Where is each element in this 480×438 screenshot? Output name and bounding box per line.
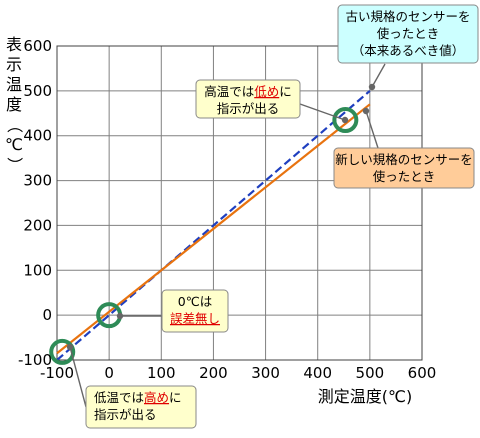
y-axis-label-char: ℃: [5, 135, 23, 154]
callout-arrow-head: [368, 83, 376, 91]
callout-arrow: [371, 63, 386, 88]
callout-arrow-head: [341, 116, 349, 124]
y-tick-label: 300: [23, 172, 52, 190]
highlight-circle: [332, 107, 359, 134]
y-tick-label: 0: [42, 306, 52, 324]
callout-text: 高温では低めに: [204, 84, 292, 99]
y-axis-label-char: 示: [6, 55, 22, 74]
callout-text: 古い規格のセンサーを: [345, 9, 470, 24]
x-tick-label: -100: [40, 364, 74, 382]
y-axis-label-char: 表: [6, 35, 22, 54]
y-tick-label: 600: [23, 37, 52, 55]
y-tick-label: 200: [23, 216, 52, 234]
callout-box: [337, 4, 479, 64]
callout-box: [161, 289, 229, 333]
y-axis-label-char: 温: [6, 75, 22, 94]
y-axis-label-char: （: [5, 117, 24, 133]
callout-text: 指示が出る: [217, 101, 280, 116]
x-tick-label: 200: [199, 364, 228, 382]
callout-text: 新しい規格のセンサーを: [335, 152, 473, 167]
callout-text: 誤差無し: [170, 311, 220, 326]
x-tick-label: 300: [251, 364, 280, 382]
callout-box: [85, 385, 197, 429]
y-tick-label: 400: [23, 127, 52, 145]
callout-text: 0℃は: [178, 294, 213, 309]
series-layer: [49, 90, 371, 365]
callout-box: [333, 147, 475, 189]
x-tick-label: 0: [104, 364, 114, 382]
callout-text: 使ったとき: [373, 169, 436, 184]
callout-arrow: [69, 346, 87, 408]
callout-text: 低温では高めに: [94, 390, 182, 405]
callout-arrow: [299, 103, 346, 121]
callout-arrow-head: [362, 107, 370, 115]
callout-text: 指示が出る: [94, 407, 157, 422]
x-tick-label: 500: [356, 364, 385, 382]
y-axis-label-char: 度: [6, 95, 22, 114]
x-tick-label: 600: [408, 364, 437, 382]
callout-arrow-head: [66, 343, 74, 351]
x-axis-label: 測定温度(℃): [318, 387, 412, 406]
callout-arrow-head: [116, 312, 124, 320]
callout-text: 使ったとき: [377, 26, 440, 41]
tick-labels: -100 0 100 200 300 400 500 600 -100 0 100 200 300 400…: [18, 37, 436, 382]
series-line: [56, 90, 371, 361]
callout-text: （本来あるべき値）: [352, 43, 465, 58]
series-line: [56, 103, 371, 355]
y-tick-label: 500: [23, 82, 52, 100]
plot-frame: [56, 45, 423, 361]
callout-box: [195, 79, 301, 119]
x-tick-label: 400: [303, 364, 332, 382]
x-tick-label: 100: [147, 364, 176, 382]
callout-arrow: [365, 110, 379, 149]
y-tick-label: 100: [23, 261, 52, 279]
highlight-circle: [49, 338, 76, 365]
y-tick-label: -100: [18, 351, 52, 369]
y-axis-label-char: ）: [5, 157, 24, 173]
annotations: 古い規格のセンサーを使ったとき（本来あるべき値）高温では低めに指示が出る新しい規…: [66, 4, 479, 429]
